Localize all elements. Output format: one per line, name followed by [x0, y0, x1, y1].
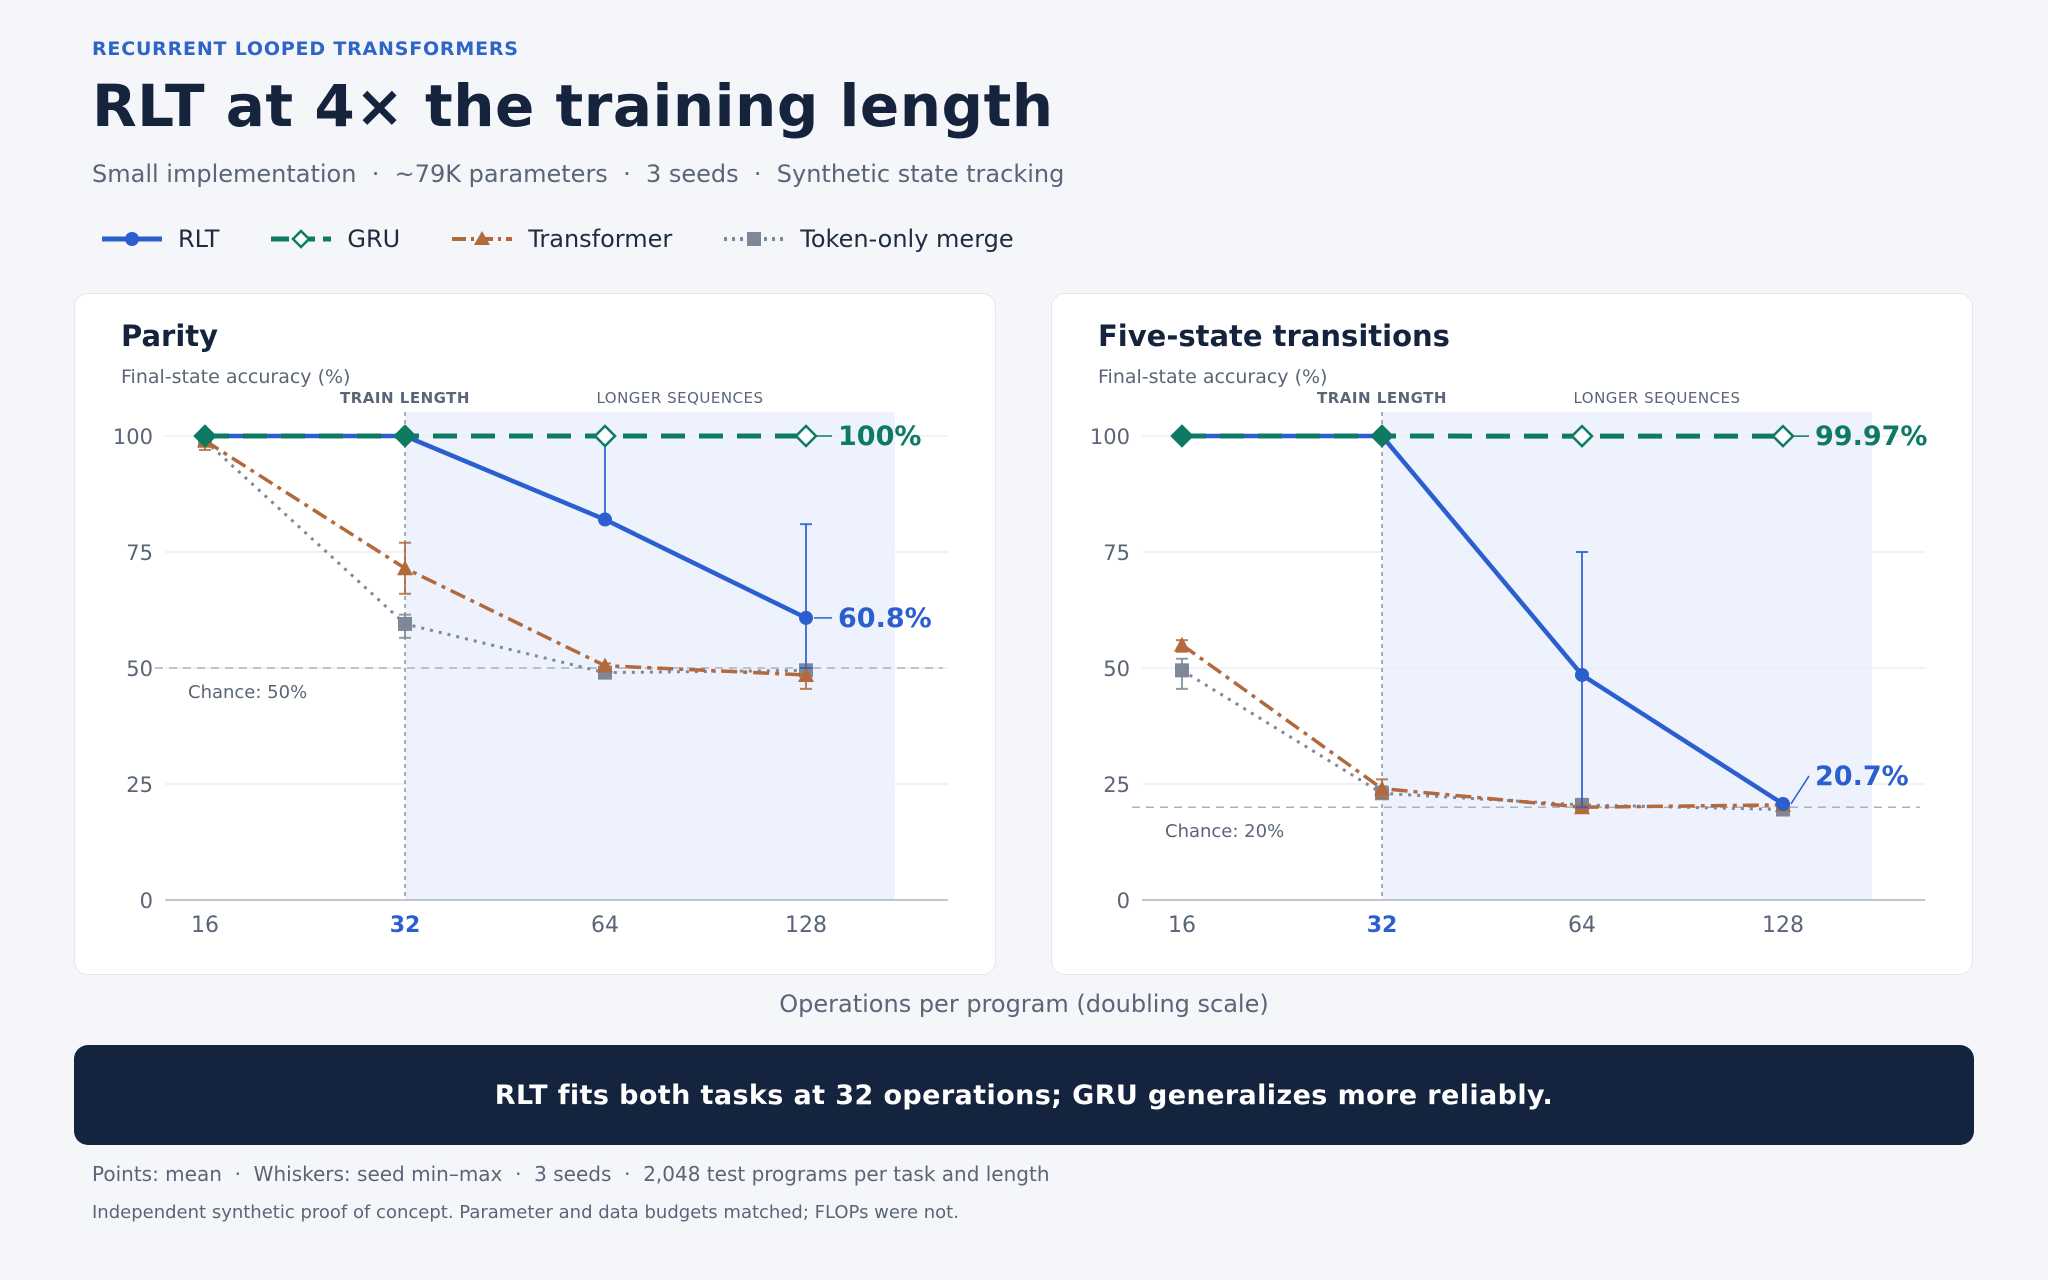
end-label-gru: 100% [838, 421, 921, 452]
x-tick-label: 16 [191, 913, 219, 938]
legend-label-gru: GRU [347, 225, 401, 253]
panel-title: Parity [121, 319, 218, 353]
legend-swatch-rlt [102, 232, 162, 246]
train-length-label: TRAIN LENGTH [340, 389, 470, 407]
data-point-transformer [1374, 780, 1390, 796]
y-tick-label: 0 [140, 889, 153, 913]
y-tick-label: 50 [126, 657, 153, 681]
data-point-rlt [598, 512, 612, 527]
conclusion-banner: RLT fits both tasks at 32 operations; GR… [74, 1045, 1974, 1145]
series-line-token [1181, 669, 1784, 812]
y-tick-label: 100 [1090, 425, 1130, 449]
legend-swatch-token [724, 232, 785, 246]
data-point-transformer [597, 657, 613, 673]
footnote-disclaimer: Independent synthetic proof of concept. … [92, 1202, 959, 1223]
data-point-rlt [1776, 796, 1790, 811]
legend-item-token: Token-only merge [722, 225, 1014, 253]
chart-parity: Parity Final-state accuracy (%) 0 25 50 75 100… [113, 319, 948, 938]
legend: RLT GRU Transformer Token-only merge [100, 222, 1064, 256]
data-point-token [398, 616, 412, 631]
y-tick-label: 75 [126, 541, 153, 565]
data-point-transformer [397, 560, 413, 576]
legend-label-token: Token-only merge [800, 225, 1014, 253]
chart-panel-five-state: Five-state transitions Final-state accura… [1051, 293, 1973, 975]
end-label-leader [1790, 775, 1810, 805]
panel-title: Five-state transitions [1098, 319, 1450, 353]
chance-label: Chance: 50% [188, 682, 307, 703]
y-tick-label: 75 [1103, 541, 1130, 565]
data-point-gru [1370, 424, 1394, 448]
legend-label-transformer: Transformer [528, 225, 673, 253]
y-tick-label: 25 [1103, 773, 1130, 797]
series-line-token [203, 439, 807, 675]
y-tick-label: 25 [126, 773, 153, 797]
x-tick-label: 128 [1762, 913, 1804, 938]
chart-panel-parity: Parity Final-state accuracy (%) 0 25 50 75 100… [74, 293, 996, 975]
y-tick-label: 0 [1117, 889, 1130, 913]
y-tick-label: 100 [113, 425, 153, 449]
series-line-transformer [1180, 643, 1784, 809]
x-tick-label: 32 [390, 913, 421, 938]
series-gru: 100% [193, 421, 921, 452]
legend-item-gru: GRU [269, 225, 400, 253]
longer-sequences-band [1382, 412, 1872, 900]
legend-item-transformer: Transformer [450, 225, 672, 253]
y-tick-label: 50 [1103, 657, 1130, 681]
x-tick-label: 64 [591, 913, 619, 938]
x-tick-label: 32 [1367, 913, 1398, 938]
eyebrow: RECURRENT LOOPED TRANSFORMERS [92, 38, 519, 60]
x-tick-label: 64 [1568, 913, 1596, 938]
legend-swatch-transformer [452, 231, 513, 245]
legend-label-rlt: RLT [178, 225, 220, 253]
conclusion-text: RLT fits both tasks at 32 operations; GR… [494, 1079, 1554, 1111]
page-title: RLT at 4× the training length [92, 72, 1054, 140]
longer-sequences-label: LONGER SEQUENCES [1573, 389, 1740, 407]
data-point-gru [1570, 424, 1594, 448]
longer-sequences-label: LONGER SEQUENCES [596, 389, 763, 407]
shared-x-axis-title: Operations per program (doubling scale) [779, 990, 1269, 1018]
data-point-rlt [799, 610, 813, 625]
end-label-gru: 99.97% [1815, 421, 1927, 452]
data-point-gru [393, 424, 417, 448]
train-length-label: TRAIN LENGTH [1317, 389, 1447, 407]
chance-label: Chance: 20% [1165, 821, 1284, 842]
x-tick-label: 128 [785, 913, 827, 938]
page-subtitle: Small implementation · ~79K parameters ·… [92, 160, 1065, 188]
footnote-method: Points: mean · Whiskers: seed min–max · … [92, 1162, 1050, 1186]
chart-five-state: Five-state transitions Final-state accura… [1090, 319, 1928, 938]
x-tick-label: 16 [1168, 913, 1196, 938]
series-line-transformer [204, 439, 807, 677]
data-point-token [1175, 663, 1189, 678]
data-point-gru [193, 424, 217, 448]
y-axis-label: Final-state accuracy (%) [121, 366, 350, 388]
end-label-rlt: 20.7% [1815, 761, 1909, 792]
data-point-transformer [1174, 636, 1190, 652]
data-point-gru [1771, 424, 1795, 448]
data-point-gru [1170, 424, 1194, 448]
data-point-gru [794, 424, 818, 448]
series-gru: 99.97% [1170, 421, 1927, 452]
legend-item-rlt: RLT [100, 225, 219, 253]
y-axis-label: Final-state accuracy (%) [1098, 366, 1327, 388]
longer-sequences-band [405, 412, 895, 900]
data-point-gru [593, 424, 617, 448]
data-point-transformer [798, 666, 814, 682]
data-point-rlt [1575, 667, 1589, 682]
end-label-rlt: 60.8% [838, 603, 932, 634]
legend-swatch-gru [271, 229, 332, 249]
